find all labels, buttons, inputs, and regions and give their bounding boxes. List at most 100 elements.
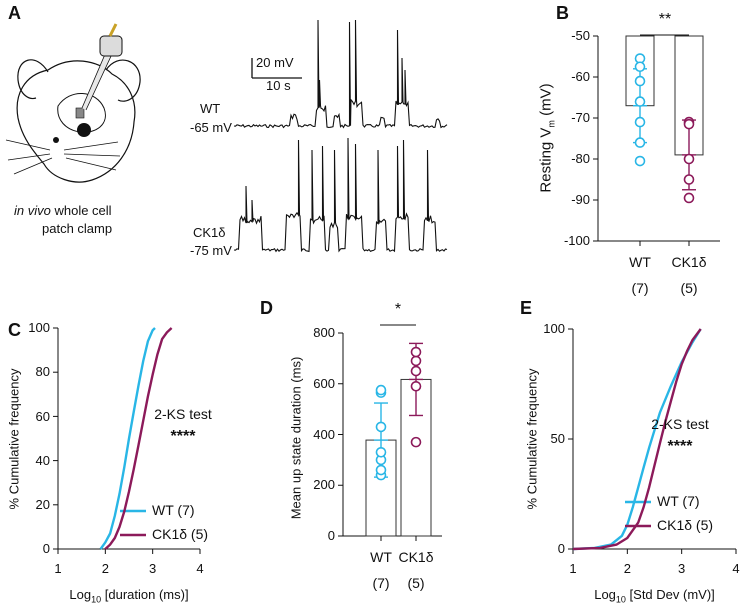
data-point-D-1 xyxy=(410,346,422,358)
n-label-B-1: (5) xyxy=(680,279,698,296)
data-point-D-1 xyxy=(410,436,422,448)
y-tick-label-E: 50 xyxy=(550,431,565,447)
scale-bar-time: 10 s xyxy=(266,78,291,93)
trace-wt-name: WT xyxy=(200,101,221,116)
mouse-illustration xyxy=(5,23,141,183)
n-label-D-1: (5) xyxy=(407,574,425,591)
data-point-D-0 xyxy=(375,421,387,433)
significance-B: ** xyxy=(658,11,672,29)
xlabel-pre-C: Log xyxy=(69,587,92,602)
ylabel-sub-B: m xyxy=(546,120,557,128)
y-tick-label-C: 100 xyxy=(28,320,50,336)
xlabel-pre-E: Log xyxy=(594,587,616,602)
data-point-D-0 xyxy=(375,384,387,396)
x-tick-label-E: 1 xyxy=(569,561,577,577)
n-label-D-0: (7) xyxy=(372,574,390,591)
x-tick-label-E: 2 xyxy=(623,561,631,577)
xlabel-sub-E: 10 xyxy=(615,594,626,605)
category-label-B-1: CK1δ xyxy=(671,253,707,270)
ylabel-unit-B: (mV) xyxy=(537,83,555,121)
y-tick-label-D: 800 xyxy=(313,325,335,341)
y-axis-title-C: % Cumulative frequency xyxy=(7,368,22,509)
data-point-B-0 xyxy=(634,155,646,167)
significance-D: * xyxy=(394,301,402,319)
data-point-B-0 xyxy=(634,75,646,87)
trace-ck1-name: CK1δ xyxy=(193,225,226,240)
y-tick-label-D: 400 xyxy=(313,426,335,442)
y-tick-label-B: -60 xyxy=(571,69,590,85)
y-tick-label-C: 0 xyxy=(42,541,50,557)
category-label-D-1: CK1δ xyxy=(398,548,434,565)
x-tick-label-E: 3 xyxy=(678,561,686,577)
legend-label-C-0: WT (7) xyxy=(152,501,195,518)
trace-ck1 xyxy=(233,137,448,253)
cdf-line-E-1 xyxy=(572,328,702,551)
xlabel-sub-C: 10 xyxy=(91,594,102,605)
data-point-B-1 xyxy=(683,174,695,185)
ks-stars-E: **** xyxy=(667,438,693,456)
y-tick-label-E: 0 xyxy=(557,541,565,557)
trace-wt-vm: -65 mV xyxy=(190,120,232,135)
legend-label-C-1: CK1δ (5) xyxy=(152,525,209,542)
cdf-line-C-1 xyxy=(104,327,173,550)
data-point-B-0 xyxy=(634,116,646,128)
data-point-B-0 xyxy=(634,96,646,107)
y-tick-label-C: 80 xyxy=(35,364,50,380)
panel-label-e: E xyxy=(520,298,533,318)
panel-label-c: C xyxy=(8,320,21,340)
y-tick-label-B: -50 xyxy=(571,28,590,44)
caption-line-2: patch clamp xyxy=(42,221,113,236)
ylabel-D: Mean up state duration (ms) xyxy=(288,356,304,520)
ks-test-E: 2-KS test xyxy=(651,415,709,432)
scale-bar-voltage: 20 mV xyxy=(256,55,294,70)
data-point-D-1 xyxy=(410,380,422,392)
x-axis-title-E: Log10 [Std Dev (mV)] xyxy=(594,587,715,608)
caption-rest: whole cell xyxy=(50,203,112,218)
category-label-D-0: WT xyxy=(370,548,392,565)
n-label-B-0: (7) xyxy=(631,279,649,296)
xlabel-post-E: [Std Dev (mV)] xyxy=(625,587,715,602)
x-tick-label-E: 4 xyxy=(732,561,740,577)
data-point-D-0 xyxy=(375,464,387,476)
y-tick-label-D: 0 xyxy=(327,528,335,544)
y-axis-title-D: Mean up state duration (ms) xyxy=(289,357,304,520)
ks-test-C: 2-KS test xyxy=(154,405,212,422)
y-tick-label-E: 100 xyxy=(543,321,565,337)
panel-label-a: A xyxy=(8,3,21,23)
ylabel-B: Resting V xyxy=(537,127,555,193)
y-tick-label-D: 600 xyxy=(313,375,335,391)
x-tick-label-C: 3 xyxy=(149,561,157,577)
x-tick-label-C: 4 xyxy=(196,561,204,577)
y-tick-label-B: -80 xyxy=(571,151,590,167)
x-tick-label-C: 2 xyxy=(101,561,109,577)
data-point-D-1 xyxy=(410,365,422,377)
xlabel-post-C: [duration (ms)] xyxy=(101,587,189,602)
category-label-B-0: WT xyxy=(629,253,651,270)
y-axis-title-E: % Cumulative frequency xyxy=(525,369,540,510)
data-point-B-1 xyxy=(683,192,695,204)
y-tick-label-B: -70 xyxy=(571,110,590,126)
y-tick-label-B: -90 xyxy=(571,192,590,208)
data-point-D-0 xyxy=(375,446,387,458)
y-tick-label-B: -100 xyxy=(563,233,590,249)
legend-label-E-1: CK1δ (5) xyxy=(657,516,714,533)
ylabel-E: % Cumulative frequency xyxy=(524,368,540,510)
cdf-line-C-0 xyxy=(99,327,156,550)
x-axis-title-C: Log10 [duration (ms)] xyxy=(69,587,188,608)
panel-label-b: B xyxy=(556,3,569,23)
ylabel-C: % Cumulative frequency xyxy=(6,368,22,509)
legend-label-E-0: WT (7) xyxy=(657,492,700,509)
ks-stars-C: **** xyxy=(170,428,196,446)
y-tick-label-D: 200 xyxy=(313,477,335,493)
panel-label-d: D xyxy=(260,298,273,318)
trace-ck1-vm: -75 mV xyxy=(190,243,232,258)
y-tick-label-C: 60 xyxy=(35,408,50,424)
data-point-D-1 xyxy=(410,355,422,367)
y-axis-title-B: Resting Vm (mV) xyxy=(537,83,560,193)
caption-italic: in vivo xyxy=(14,203,51,218)
data-point-B-1 xyxy=(683,153,695,165)
data-point-B-0 xyxy=(634,61,646,73)
data-point-B-0 xyxy=(634,137,646,148)
x-tick-label-C: 1 xyxy=(54,561,62,577)
